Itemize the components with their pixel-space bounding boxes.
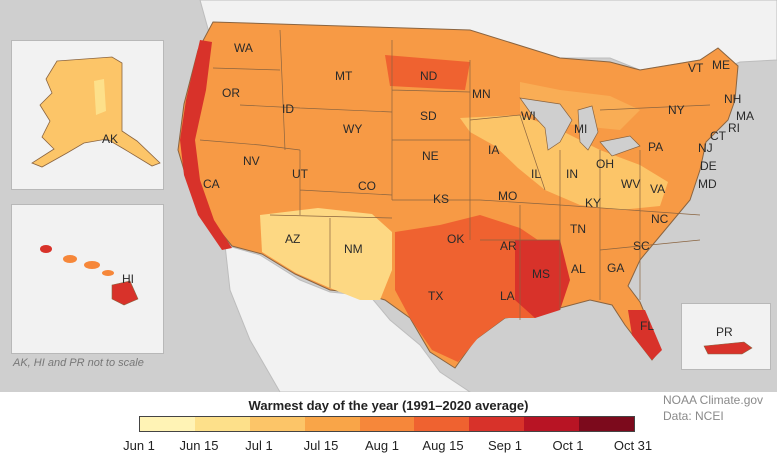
credit-source: NOAA Climate.gov <box>663 393 764 407</box>
state-label-ar: AR <box>500 239 517 253</box>
state-label-nh: NH <box>724 92 741 106</box>
state-label-wv: WV <box>621 177 640 191</box>
state-label-wi: WI <box>521 109 536 123</box>
state-label-il: IL <box>531 167 541 181</box>
state-label-wy: WY <box>343 122 362 136</box>
state-label-nj: NJ <box>698 141 713 155</box>
legend-tick-label: Jun 1 <box>123 438 155 453</box>
hawaii-map: HI <box>40 245 139 306</box>
zone-upper-midwest <box>460 115 668 210</box>
legend-segment-9 <box>579 417 635 431</box>
state-label-tx: TX <box>428 289 443 303</box>
state-label-id: ID <box>282 102 294 116</box>
state-label-mn: MN <box>472 87 491 101</box>
state-label-co: CO <box>358 179 376 193</box>
legend-tick-label: Oct 1 <box>552 438 584 453</box>
state-label-nm: NM <box>344 242 363 256</box>
state-label-oh: OH <box>596 157 614 171</box>
state-label-ct: CT <box>710 129 727 143</box>
state-label-ia: IA <box>488 143 499 157</box>
state-borders <box>199 29 711 320</box>
legend-tick-label: Aug 1 <box>365 438 399 453</box>
state-label-de: DE <box>700 159 717 173</box>
state-label-nd: ND <box>420 69 438 83</box>
state-label-az: AZ <box>285 232 300 246</box>
legend-segment-3 <box>249 417 305 431</box>
state-label-ca: CA <box>203 177 220 191</box>
state-label-fl: FL <box>640 319 654 333</box>
state-label-vt: VT <box>688 61 704 75</box>
legend-segment-5 <box>359 417 415 431</box>
state-label-sd: SD <box>420 109 437 123</box>
state-label-ga: GA <box>607 261 624 275</box>
puerto-rico-map: PR <box>703 325 753 355</box>
legend-tick-label: Aug 15 <box>422 438 464 453</box>
legend-segment-1 <box>140 417 195 431</box>
state-label-mt: MT <box>335 69 353 83</box>
state-label-ut: UT <box>292 167 309 181</box>
legend-tick-label: Oct 31 <box>613 438 653 453</box>
great-lakes <box>519 97 641 157</box>
legend-tick-label: Sep 1 <box>488 438 522 453</box>
puerto-rico-label: PR <box>716 325 733 339</box>
state-label-me: ME <box>712 58 730 72</box>
alaska-inset: AK <box>11 40 164 190</box>
state-label-ok: OK <box>447 232 464 246</box>
mexico-land <box>224 244 471 392</box>
state-label-la: LA <box>500 289 515 303</box>
scale-note: AK, HI and PR not to scale <box>13 357 144 369</box>
alaska-label: AK <box>102 132 118 146</box>
legend-segment-2 <box>194 417 250 431</box>
state-label-in: IN <box>566 167 578 181</box>
state-label-pa: PA <box>648 140 663 154</box>
hawaii-inset: HI <box>11 204 164 354</box>
zone-north-dakota <box>385 55 470 90</box>
legend-segment-4 <box>304 417 360 431</box>
credit-data: Data: NCEI <box>663 409 724 423</box>
state-label-or: OR <box>222 86 240 100</box>
hawaii-label: HI <box>122 272 134 286</box>
state-label-nv: NV <box>243 154 260 168</box>
puerto-rico-inset: PR <box>681 303 771 370</box>
state-label-md: MD <box>698 177 717 191</box>
legend-title: Warmest day of the year (1991–2020 avera… <box>248 398 529 413</box>
state-label-ny: NY <box>668 103 685 117</box>
zone-mississippi <box>515 240 570 318</box>
state-label-al: AL <box>571 262 586 276</box>
map-area: WA OR CA ID NV MT WY UT AZ CO NM ND SD NE KS OK TX MN IA MO… <box>0 0 777 392</box>
legend-tick-label: Jul 1 <box>245 438 273 453</box>
zone-florida <box>628 310 662 360</box>
legend-tick-label: Jun 15 <box>179 438 219 453</box>
state-label-ne: NE <box>422 149 439 163</box>
state-label-nc: NC <box>651 212 669 226</box>
state-label-tn: TN <box>570 222 586 236</box>
zone-southwest <box>260 208 392 300</box>
conus-map: WA OR CA ID NV MT WY UT AZ CO NM ND SD NE KS OK TX MN IA MO… <box>177 0 777 392</box>
alaska-map: AK <box>31 56 161 168</box>
state-label-ks: KS <box>433 192 449 206</box>
state-label-mo: MO <box>498 189 517 203</box>
state-label-va: VA <box>650 182 665 196</box>
state-label-ri: RI <box>728 121 740 135</box>
zone-pacific-coast <box>180 40 232 250</box>
state-label-sc: SC <box>633 239 650 253</box>
legend-tick-label: Jul 15 <box>303 438 339 453</box>
legend-segment-7 <box>469 417 525 431</box>
state-label-mi: MI <box>574 122 587 136</box>
state-label-ms: MS <box>532 267 550 281</box>
state-label-wa: WA <box>234 41 253 55</box>
state-label-ma: MA <box>736 109 754 123</box>
legend-segment-6 <box>414 417 470 431</box>
state-labels: WA OR CA ID NV MT WY UT AZ CO NM ND SD NE KS OK TX MN IA MO… <box>203 41 754 333</box>
state-label-ky: KY <box>585 196 601 210</box>
legend-segment-8 <box>524 417 580 431</box>
legend-color-bar <box>139 416 635 432</box>
